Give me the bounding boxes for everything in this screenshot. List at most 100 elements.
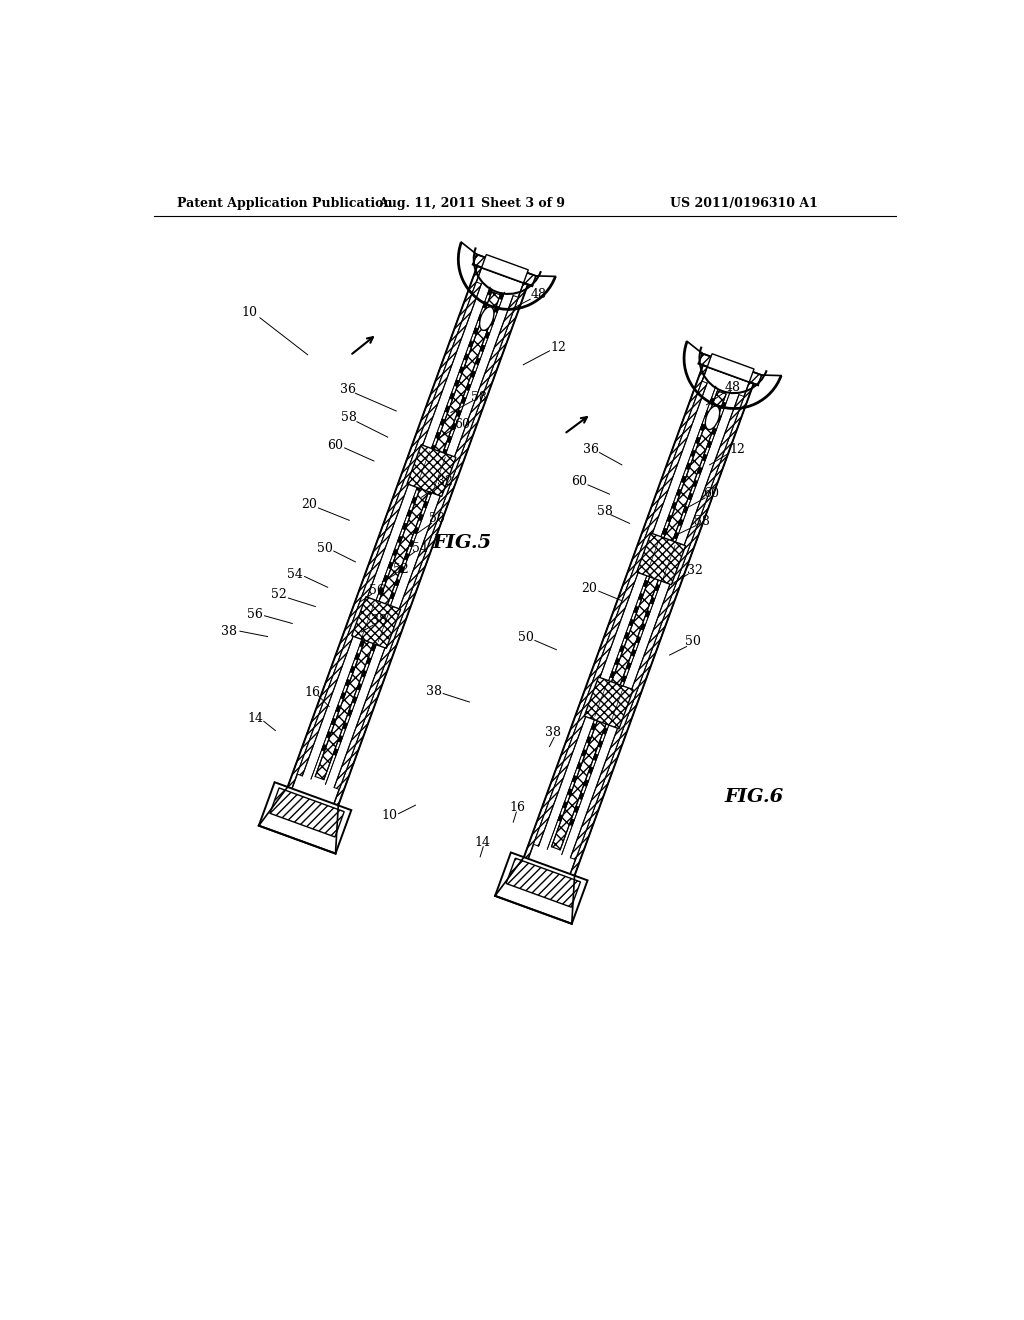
Polygon shape bbox=[600, 697, 605, 704]
Polygon shape bbox=[665, 558, 669, 565]
Polygon shape bbox=[394, 579, 399, 586]
Polygon shape bbox=[710, 397, 715, 405]
Polygon shape bbox=[433, 457, 445, 490]
Polygon shape bbox=[721, 403, 726, 409]
Polygon shape bbox=[697, 467, 702, 474]
Text: 50: 50 bbox=[429, 512, 445, 525]
Polygon shape bbox=[473, 327, 478, 334]
Polygon shape bbox=[414, 527, 419, 535]
Text: 56: 56 bbox=[369, 583, 385, 597]
Polygon shape bbox=[338, 735, 343, 742]
Polygon shape bbox=[654, 585, 659, 591]
Text: FIG.5: FIG.5 bbox=[432, 535, 492, 552]
Text: 38: 38 bbox=[221, 624, 238, 638]
Polygon shape bbox=[461, 397, 466, 404]
Polygon shape bbox=[352, 697, 357, 704]
Text: US 2011/0196310 A1: US 2011/0196310 A1 bbox=[670, 197, 817, 210]
Text: FIG.6: FIG.6 bbox=[725, 788, 784, 807]
Polygon shape bbox=[311, 286, 490, 779]
Polygon shape bbox=[717, 414, 721, 422]
Polygon shape bbox=[481, 255, 528, 282]
Text: 36: 36 bbox=[340, 383, 355, 396]
Polygon shape bbox=[676, 488, 681, 496]
Polygon shape bbox=[707, 441, 712, 447]
Polygon shape bbox=[638, 593, 643, 601]
Polygon shape bbox=[700, 424, 705, 430]
Text: Aug. 11, 2011: Aug. 11, 2011 bbox=[378, 197, 476, 210]
Polygon shape bbox=[636, 636, 641, 643]
Ellipse shape bbox=[479, 306, 494, 330]
Text: 38: 38 bbox=[371, 614, 386, 627]
Polygon shape bbox=[417, 484, 421, 491]
Polygon shape bbox=[610, 689, 623, 722]
Polygon shape bbox=[602, 727, 607, 734]
Polygon shape bbox=[596, 710, 601, 717]
Polygon shape bbox=[412, 496, 417, 504]
Polygon shape bbox=[365, 627, 370, 634]
Polygon shape bbox=[577, 763, 582, 770]
Polygon shape bbox=[683, 506, 688, 513]
Polygon shape bbox=[614, 659, 620, 665]
Text: 14: 14 bbox=[248, 713, 263, 726]
Polygon shape bbox=[478, 314, 483, 321]
Polygon shape bbox=[444, 405, 450, 413]
Polygon shape bbox=[569, 818, 574, 825]
Polygon shape bbox=[362, 603, 374, 636]
Polygon shape bbox=[354, 653, 359, 660]
Polygon shape bbox=[645, 610, 650, 618]
Text: 38: 38 bbox=[545, 726, 560, 739]
Text: 48: 48 bbox=[530, 288, 547, 301]
Polygon shape bbox=[367, 657, 372, 664]
Polygon shape bbox=[331, 718, 336, 725]
Polygon shape bbox=[347, 709, 352, 717]
Polygon shape bbox=[459, 367, 464, 374]
Polygon shape bbox=[495, 306, 500, 313]
Polygon shape bbox=[692, 480, 697, 487]
Polygon shape bbox=[634, 606, 639, 612]
Polygon shape bbox=[681, 477, 686, 483]
Polygon shape bbox=[589, 767, 593, 774]
Ellipse shape bbox=[706, 407, 720, 429]
Polygon shape bbox=[480, 345, 485, 351]
Polygon shape bbox=[399, 566, 404, 573]
Polygon shape bbox=[437, 462, 442, 469]
Text: 60: 60 bbox=[454, 418, 470, 432]
Polygon shape bbox=[695, 437, 700, 444]
Text: 60: 60 bbox=[328, 440, 343, 453]
Polygon shape bbox=[343, 722, 347, 730]
Polygon shape bbox=[322, 744, 327, 751]
Polygon shape bbox=[698, 354, 762, 385]
Polygon shape bbox=[336, 705, 341, 711]
Polygon shape bbox=[392, 549, 397, 556]
Polygon shape bbox=[464, 354, 469, 360]
Polygon shape bbox=[669, 545, 674, 552]
Polygon shape bbox=[625, 632, 629, 639]
Text: 32: 32 bbox=[437, 475, 453, 488]
Text: Sheet 3 of 9: Sheet 3 of 9 bbox=[481, 197, 565, 210]
Polygon shape bbox=[407, 510, 412, 516]
Polygon shape bbox=[524, 366, 708, 859]
Polygon shape bbox=[345, 680, 350, 686]
Polygon shape bbox=[629, 619, 634, 626]
Polygon shape bbox=[667, 515, 672, 521]
Polygon shape bbox=[457, 411, 462, 417]
Polygon shape bbox=[361, 671, 367, 677]
Polygon shape bbox=[690, 450, 695, 457]
Polygon shape bbox=[672, 502, 677, 508]
Polygon shape bbox=[421, 471, 426, 478]
Polygon shape bbox=[616, 689, 622, 696]
Text: 50: 50 bbox=[518, 631, 534, 644]
Text: 54: 54 bbox=[288, 568, 303, 581]
Polygon shape bbox=[430, 445, 435, 451]
Polygon shape bbox=[567, 788, 572, 796]
Polygon shape bbox=[333, 748, 338, 755]
Text: 20: 20 bbox=[582, 582, 597, 594]
Polygon shape bbox=[376, 631, 381, 638]
Polygon shape bbox=[640, 623, 645, 630]
Polygon shape bbox=[593, 754, 598, 760]
Polygon shape bbox=[385, 606, 390, 612]
Polygon shape bbox=[369, 614, 374, 620]
Polygon shape bbox=[407, 445, 456, 496]
Polygon shape bbox=[627, 663, 631, 669]
Text: 52: 52 bbox=[393, 564, 409, 576]
